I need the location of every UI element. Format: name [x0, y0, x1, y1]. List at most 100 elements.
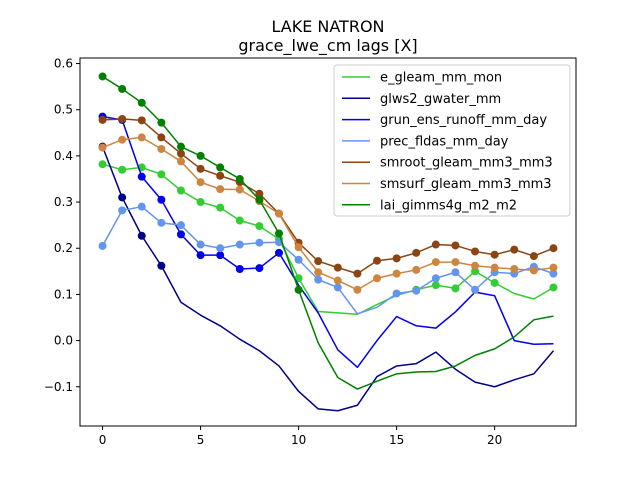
data-point	[98, 241, 107, 250]
data-point	[216, 244, 225, 253]
data-point	[294, 274, 303, 283]
y-axis: −0.1 0.0 0.1 0.2 0.3 0.4 0.5 0.6	[44, 57, 80, 394]
data-point	[137, 231, 146, 240]
legend-label: prec_fldas_mm_day	[380, 134, 509, 149]
data-point	[255, 238, 264, 247]
data-point	[490, 278, 499, 287]
x-axis: 0 5 10 15 20	[99, 426, 502, 447]
data-point	[431, 281, 440, 290]
chart-subtitle: grace_lwe_cm lags [X]	[238, 36, 417, 56]
data-point	[137, 133, 146, 142]
data-point	[294, 243, 303, 252]
legend-label: glws2_gwater_mm	[380, 92, 501, 107]
data-point	[333, 283, 342, 292]
data-point	[235, 240, 244, 249]
legend-item: prec_fldas_mm_day	[342, 134, 509, 149]
data-point	[137, 202, 146, 211]
data-point	[118, 84, 127, 93]
legend-label: lai_gimms4g_m2_m2	[380, 198, 517, 213]
data-point	[235, 174, 244, 183]
data-point	[216, 203, 225, 212]
y-tick-label: 0.6	[54, 57, 73, 71]
data-point	[373, 274, 382, 283]
data-point	[294, 285, 303, 294]
data-point	[137, 116, 146, 125]
data-point	[216, 163, 225, 172]
legend-item: smroot_gleam_mm3_mm3	[342, 156, 553, 171]
legend-item: lai_gimms4g_m2_m2	[342, 198, 517, 213]
series-layer	[98, 72, 558, 412]
data-point	[235, 185, 244, 194]
data-point	[235, 265, 244, 274]
data-point	[196, 251, 205, 260]
x-tick-label: 0	[99, 433, 107, 447]
data-point	[176, 186, 185, 195]
data-point	[157, 261, 166, 270]
data-point	[255, 264, 264, 273]
series-line	[102, 115, 554, 369]
data-point	[471, 285, 480, 294]
x-tick-label: 15	[389, 433, 404, 447]
legend-label: e_gleam_mm_mon	[380, 71, 502, 86]
data-point	[412, 265, 421, 274]
data-point	[176, 230, 185, 239]
legend-label: smsurf_gleam_mm3_mm3	[380, 177, 552, 192]
legend-item: smsurf_gleam_mm3_mm3	[342, 177, 552, 192]
data-point	[529, 252, 538, 261]
data-point	[196, 178, 205, 187]
data-point	[412, 286, 421, 295]
data-point	[451, 284, 460, 293]
data-point	[235, 216, 244, 225]
legend: e_gleam_mm_mon glws2_gwater_mm grun_ens_ru…	[333, 64, 571, 217]
data-point	[176, 157, 185, 166]
data-point	[471, 261, 480, 270]
legend-item: grun_ens_runoff_mm_day	[342, 113, 547, 128]
data-point	[333, 276, 342, 285]
data-point	[176, 149, 185, 158]
data-point	[216, 251, 225, 260]
x-tick-label: 20	[487, 433, 502, 447]
data-point	[196, 198, 205, 207]
data-point	[431, 240, 440, 249]
x-tick-label: 10	[291, 433, 306, 447]
data-point	[333, 263, 342, 272]
y-tick-label: 0.1	[54, 287, 73, 301]
chart-title: LAKE NATRON	[271, 17, 384, 36]
data-point	[412, 248, 421, 257]
data-point	[118, 206, 127, 215]
data-point	[137, 172, 146, 181]
data-point	[294, 255, 303, 264]
data-point	[118, 114, 127, 123]
data-point	[490, 250, 499, 259]
data-point	[314, 275, 323, 284]
data-point	[392, 269, 401, 278]
data-point	[98, 115, 107, 124]
x-tick-label: 5	[197, 433, 205, 447]
data-point	[510, 245, 519, 254]
data-point	[157, 144, 166, 153]
data-point	[98, 72, 107, 81]
data-point	[98, 160, 107, 169]
y-tick-label: −0.1	[44, 380, 73, 394]
data-point	[98, 143, 107, 152]
data-point	[373, 256, 382, 265]
data-point	[157, 118, 166, 127]
legend-label: smroot_gleam_mm3_mm3	[380, 156, 553, 171]
data-point	[255, 222, 264, 231]
data-point	[157, 218, 166, 227]
data-point	[176, 142, 185, 151]
series-line	[102, 75, 554, 390]
legend-label: grun_ens_runoff_mm_day	[380, 113, 547, 128]
series-smroot_gleam_mm3_mm3	[98, 114, 558, 278]
series-lai_gimms4g_m2_m2	[98, 72, 554, 390]
data-point	[549, 244, 558, 253]
data-point	[431, 258, 440, 267]
data-point	[216, 171, 225, 180]
legend-item: glws2_gwater_mm	[342, 92, 501, 107]
data-point	[451, 268, 460, 277]
data-point	[549, 269, 558, 278]
data-point	[451, 241, 460, 250]
series-smsurf_gleam_mm3_mm3	[98, 133, 558, 294]
data-point	[314, 268, 323, 277]
